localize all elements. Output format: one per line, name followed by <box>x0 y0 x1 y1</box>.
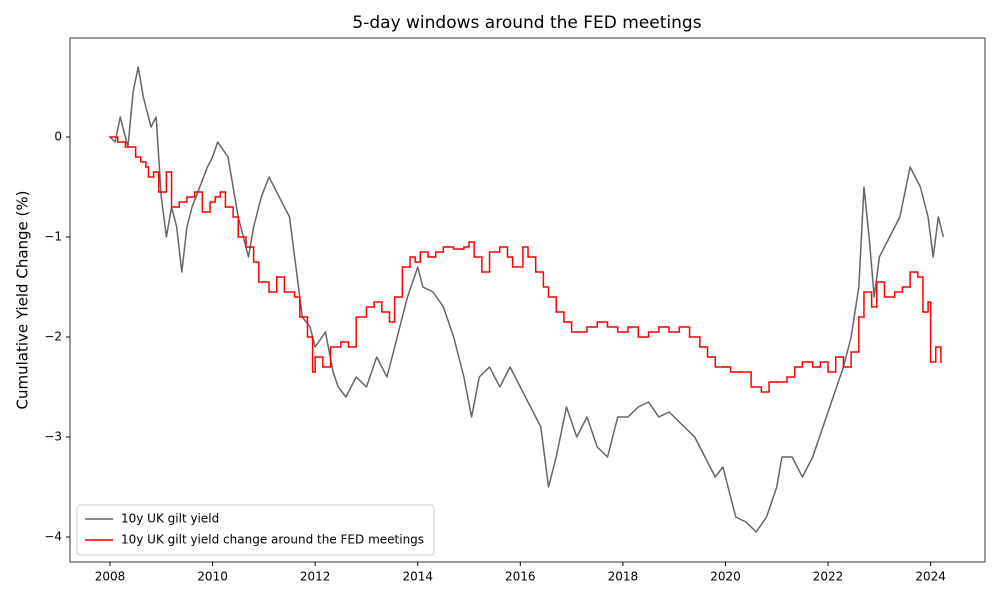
line-series <box>109 66 945 533</box>
step-riser <box>116 137 942 392</box>
x-tick-label: 2010 <box>197 570 228 584</box>
x-tick-label: 2008 <box>95 570 126 584</box>
y-tick-label: −4 <box>44 530 62 544</box>
legend-label: 10y UK gilt yield change around the FED … <box>121 533 424 547</box>
x-tick-label: 2018 <box>608 570 639 584</box>
chart-title: 5-day windows around the FED meetings <box>352 13 701 33</box>
x-tick-label: 2016 <box>505 570 536 584</box>
legend-label: 10y UK gilt yield <box>121 512 219 526</box>
y-tick-label: −3 <box>44 430 62 444</box>
x-tick-label: 2012 <box>300 570 331 584</box>
y-tick-label: −2 <box>44 330 62 344</box>
x-tick-label: 2014 <box>402 570 433 584</box>
plot-frame <box>69 37 986 563</box>
y-tick-label: 0 <box>54 130 62 144</box>
legend: 10y UK gilt yield 10y UK gilt yield chang… <box>76 504 435 556</box>
x-tick-label: 2020 <box>710 570 741 584</box>
x-tick-label: 2022 <box>813 570 844 584</box>
y-axis-label: Cumulative Yield Change (%) <box>14 190 32 409</box>
y-tick-label: −1 <box>44 230 62 244</box>
x-tick-label: 2024 <box>915 570 946 584</box>
legend-box <box>76 504 435 556</box>
